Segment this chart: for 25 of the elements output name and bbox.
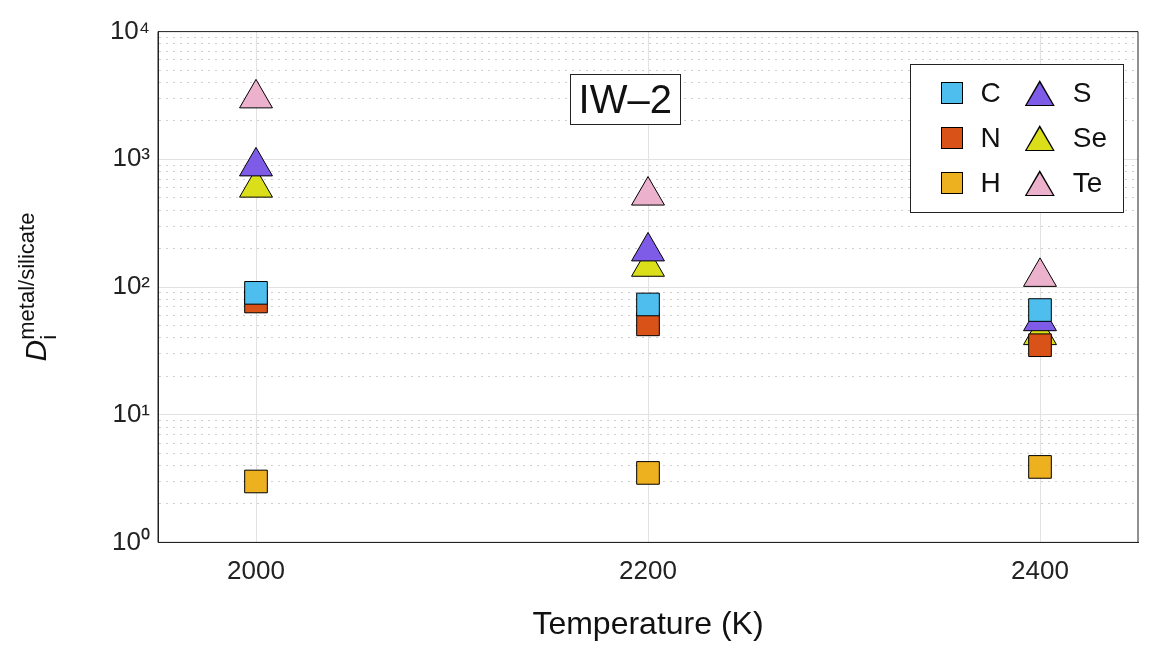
point — [244, 469, 268, 494]
point — [636, 461, 660, 485]
legend-label: N — [980, 122, 1001, 155]
x-tick-label: 2200 — [619, 555, 677, 586]
legend-label: S — [1072, 77, 1092, 110]
legend-label: H — [980, 167, 1001, 200]
point — [239, 78, 273, 109]
x-tick-label: 2000 — [227, 555, 285, 586]
point — [1028, 455, 1052, 479]
x-tick-label: 2400 — [1011, 555, 1069, 586]
annotation: IW–2 — [569, 73, 681, 125]
y-tick-label: 10¹ — [112, 397, 151, 428]
legend-label: Se — [1072, 122, 1107, 155]
y-tick-label: 10⁰ — [112, 525, 150, 556]
y-tick-label: 10⁴ — [109, 14, 150, 45]
point — [631, 176, 665, 206]
y-axis-title: Dimetal/silicate — [14, 212, 61, 362]
x-axis-title: Temperature (K) — [532, 604, 764, 641]
legend-label: C — [980, 77, 1001, 110]
point — [1023, 257, 1057, 287]
point — [631, 231, 665, 262]
legend-label: Te — [1072, 167, 1103, 200]
y-tick-label: 10² — [112, 270, 151, 301]
y-tick-label: 10³ — [112, 142, 151, 173]
point — [239, 146, 273, 177]
